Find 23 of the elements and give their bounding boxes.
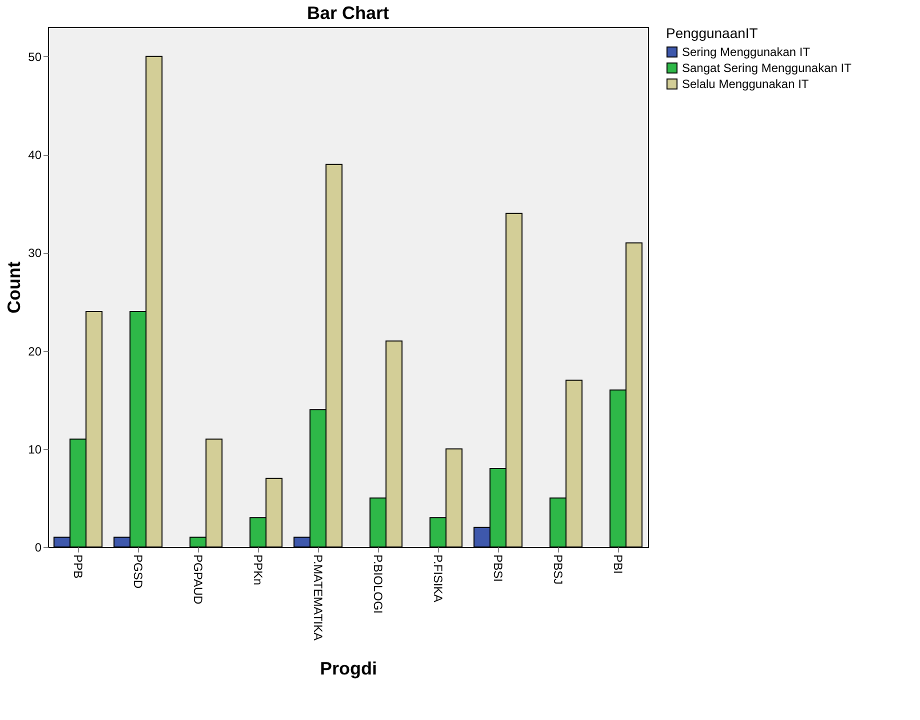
x-tick-label: P.FISIKA [431, 554, 445, 602]
legend-title: PenggunaanIT [666, 25, 758, 41]
x-tick-label: PPKn [251, 554, 265, 586]
x-tick-label: PBSJ [551, 554, 565, 585]
x-tick-label: P.BIOLOGI [371, 554, 385, 614]
x-tick-label: PBSI [491, 554, 505, 582]
x-tick-label: PGSD [131, 554, 145, 589]
legend-label: Sering Menggunakan IT [682, 45, 811, 59]
x-tick-label: PGPAUD [191, 554, 205, 605]
y-tick-label: 40 [28, 148, 42, 162]
y-tick-label: 30 [28, 246, 42, 260]
y-tick-label: 50 [28, 50, 42, 64]
y-tick-label: 20 [28, 344, 42, 358]
y-axis-title: Count [4, 262, 24, 314]
x-tick-label: PBI [611, 554, 625, 574]
y-tick-label: 0 [34, 540, 42, 554]
legend-label: Sangat Sering Menggunakan IT [682, 61, 852, 75]
x-tick-label: PPB [71, 554, 85, 579]
x-axis-title: Progdi [320, 658, 377, 679]
legend-label: Selalu Menggunakan IT [682, 77, 810, 91]
chart-title: Bar Chart [306, 3, 390, 23]
y-tick-label: 10 [28, 442, 42, 456]
x-tick-label: P.MATEMATIKA [311, 554, 325, 641]
